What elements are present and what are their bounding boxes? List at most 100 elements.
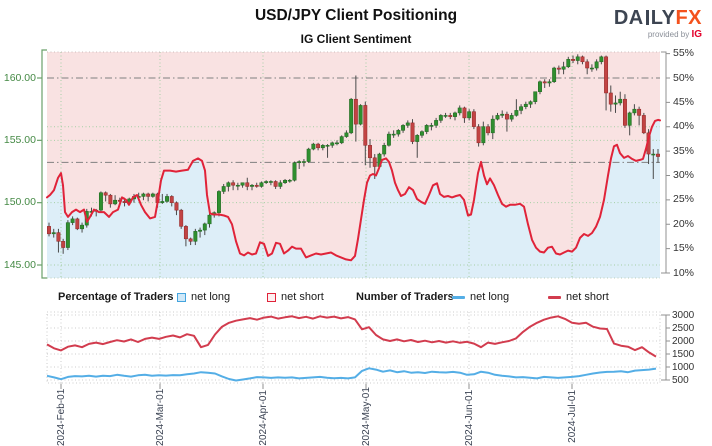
candle-body xyxy=(490,118,495,134)
candle-body xyxy=(47,226,51,235)
percent-tick-label: 10% xyxy=(673,267,695,279)
candle-body xyxy=(589,67,594,70)
legend-item-pct-net-long[interactable]: net long xyxy=(177,289,230,305)
candle-body xyxy=(259,182,264,187)
date-label: 2024-Jul-01 xyxy=(566,390,578,443)
legend-number-title: Number of Traders xyxy=(356,291,454,303)
candle-body xyxy=(391,133,396,136)
percent-tick-label: 35% xyxy=(673,145,695,157)
candle-body xyxy=(353,98,358,125)
provided-by-text: provided by xyxy=(647,30,690,39)
net-short-percent-line xyxy=(46,118,661,262)
candle-body xyxy=(146,193,151,197)
candle-body xyxy=(434,120,439,126)
candle-body xyxy=(514,110,519,116)
legend-item-num-net-long[interactable]: net long xyxy=(452,289,509,305)
net-long-checkbox-icon[interactable] xyxy=(177,292,186,302)
candle-body xyxy=(523,103,528,107)
candle-body xyxy=(268,181,273,183)
candle-body xyxy=(188,238,193,242)
candle-body xyxy=(623,98,627,126)
candle-body xyxy=(183,226,188,240)
candle-body xyxy=(509,115,514,120)
candle-body xyxy=(382,145,387,155)
candle-body xyxy=(594,61,599,69)
candle-body xyxy=(287,179,292,182)
candle-body xyxy=(486,126,490,134)
candle-body xyxy=(566,59,571,68)
candle-body xyxy=(273,181,278,187)
candle-body xyxy=(292,162,297,181)
chart-subtitle: IG Client Sentiment xyxy=(300,32,412,46)
candle-body xyxy=(438,115,443,121)
candle-body xyxy=(245,182,250,187)
candle-body xyxy=(56,232,61,242)
candle-body xyxy=(103,192,108,196)
candle-body xyxy=(457,107,462,114)
candle-body xyxy=(405,122,410,126)
candle-body xyxy=(108,194,113,205)
candle-body xyxy=(632,108,637,114)
candle-body xyxy=(297,161,302,164)
candle-body xyxy=(207,214,212,225)
candle-body xyxy=(401,125,406,131)
candle-body xyxy=(448,115,453,117)
candle-body xyxy=(75,218,80,230)
candle-body xyxy=(122,201,127,203)
candle-body xyxy=(500,113,505,116)
net-short-checkbox-icon[interactable] xyxy=(267,292,276,302)
legend-label: net long xyxy=(191,291,231,303)
ig-logo: IG xyxy=(691,29,702,40)
legend-item-pct-net-short[interactable]: net short xyxy=(267,289,324,305)
candle-body xyxy=(250,184,254,187)
candle-body xyxy=(226,182,231,187)
price-tick-label: 155.00 xyxy=(3,134,36,146)
date-label: 2024-Apr-01 xyxy=(257,390,269,446)
dailyfx-wordmark: DA LY FX xyxy=(614,8,702,28)
price-tick-label: 145.00 xyxy=(3,259,36,271)
candle-body xyxy=(335,142,339,145)
candle-body xyxy=(198,229,203,232)
candle-body xyxy=(65,222,70,248)
logo-fx: FX xyxy=(675,7,702,29)
candle-body xyxy=(349,98,354,134)
candle-body xyxy=(556,67,561,70)
candle-body xyxy=(533,91,538,102)
candle-body xyxy=(330,142,335,146)
legend: Percentage of Traders net long net short… xyxy=(0,289,712,305)
candle-body xyxy=(320,145,325,149)
candle-body xyxy=(386,133,391,146)
candle-body xyxy=(580,56,585,63)
candle-body xyxy=(651,153,656,156)
percent-tick-label: 50% xyxy=(673,72,695,84)
dailyfx-logo: DA LY FX provided by IG xyxy=(614,8,702,40)
candle-body xyxy=(339,136,344,144)
candle-body xyxy=(70,218,75,223)
traders-plot-border xyxy=(46,311,661,384)
net-short-count-line xyxy=(46,315,657,358)
percent-tick-label: 30% xyxy=(673,169,695,181)
count-tick-label: 2000 xyxy=(672,336,695,347)
candle-body xyxy=(613,102,618,105)
count-tick-label: 1000 xyxy=(672,362,695,373)
legend-item-num-net-short[interactable]: net short xyxy=(548,289,609,305)
candle-body xyxy=(174,202,179,211)
count-tick-label: 500 xyxy=(672,375,689,386)
candle-body xyxy=(344,132,349,137)
candle-body xyxy=(585,61,590,69)
candle-body xyxy=(429,125,434,127)
candle-body xyxy=(599,56,604,63)
candle-body xyxy=(306,148,311,162)
percent-tick-label: 20% xyxy=(673,218,695,230)
candle-body xyxy=(608,92,613,105)
candle-body xyxy=(528,101,533,105)
candle-body xyxy=(538,81,542,92)
candle-body xyxy=(165,196,169,202)
candle-body xyxy=(150,193,155,197)
count-tick-label: 3000 xyxy=(672,310,695,321)
legend-label: net short xyxy=(281,291,324,303)
candle-body xyxy=(358,105,363,125)
candle-body xyxy=(561,66,566,70)
percent-tick-label: 45% xyxy=(673,96,695,108)
